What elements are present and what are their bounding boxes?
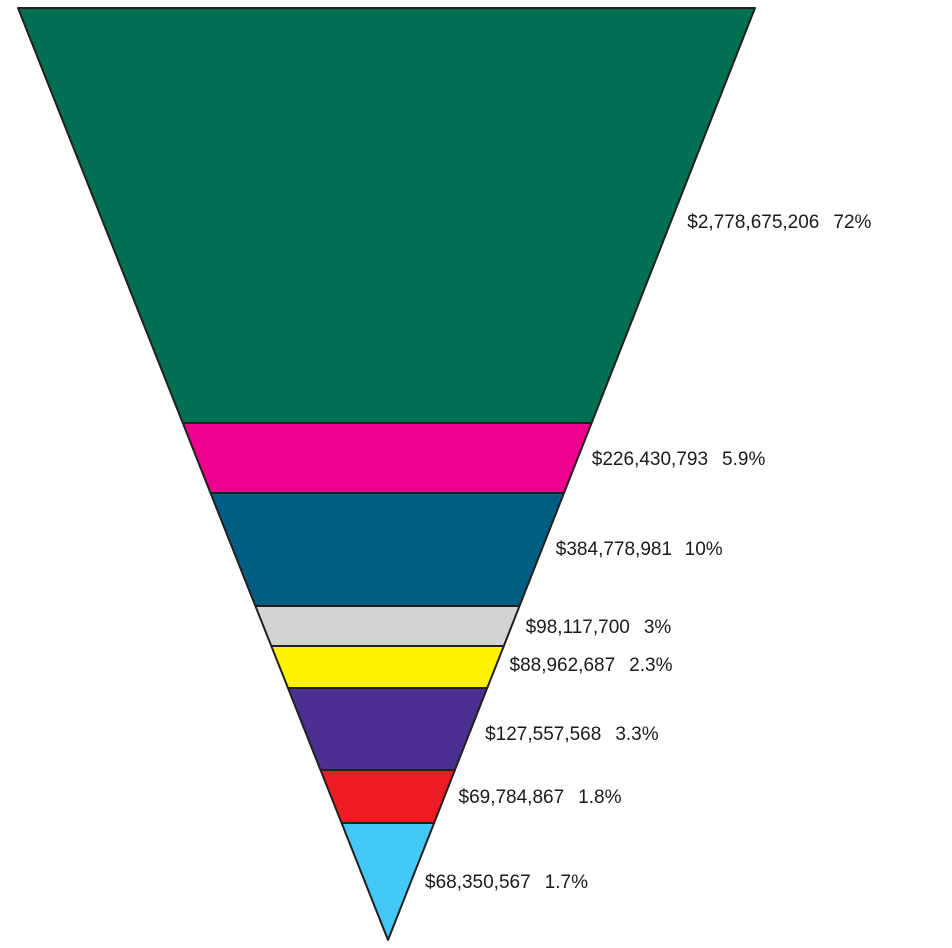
segment-percent: 72%	[833, 212, 871, 233]
funnel-segment-4	[254, 605, 521, 647]
segment-percent: 3%	[644, 617, 672, 638]
segment-percent: 1.8%	[578, 787, 621, 808]
segment-value: $226,430,793	[592, 449, 708, 470]
funnel-label-4: $98,117,700 3%	[526, 617, 672, 638]
funnel-segment-2	[181, 422, 593, 494]
funnel-labels: $2,778,675,206 72% $226,430,793 5.9% $384,77…	[425, 212, 872, 893]
funnel-segment-1	[17, 7, 756, 424]
funnel-segments	[17, 7, 756, 941]
segment-value: $68,350,567	[425, 872, 531, 893]
segment-percent: 5.9%	[722, 449, 765, 470]
funnel-label-3: $384,778,981 10%	[556, 539, 723, 560]
funnel-label-1: $2,778,675,206 72%	[687, 212, 871, 233]
segment-value: $69,784,867	[459, 787, 565, 808]
segment-value: $2,778,675,206	[687, 212, 819, 233]
segment-value: $127,557,568	[485, 724, 601, 745]
segment-value: $88,962,687	[510, 655, 616, 676]
funnel-segment-5	[270, 645, 505, 689]
funnel-segment-3	[209, 492, 565, 607]
funnel-label-5: $88,962,687 2.3%	[510, 655, 673, 676]
funnel-segment-7	[319, 769, 456, 824]
funnel-label-2: $226,430,793 5.9%	[592, 449, 766, 470]
funnel-segment-6	[287, 687, 489, 771]
segment-value: $98,117,700	[526, 617, 630, 638]
funnel-label-6: $127,557,568 3.3%	[485, 724, 659, 745]
segment-percent: 3.3%	[615, 724, 658, 745]
segment-percent: 1.7%	[545, 872, 588, 893]
funnel-segment-8	[340, 822, 436, 941]
segment-percent: 10%	[685, 539, 723, 560]
funnel-label-8: $68,350,567 1.7%	[425, 872, 588, 893]
segment-value: $384,778,981	[556, 539, 672, 560]
funnel-label-7: $69,784,867 1.8%	[459, 787, 622, 808]
segment-percent: 2.3%	[629, 655, 672, 676]
